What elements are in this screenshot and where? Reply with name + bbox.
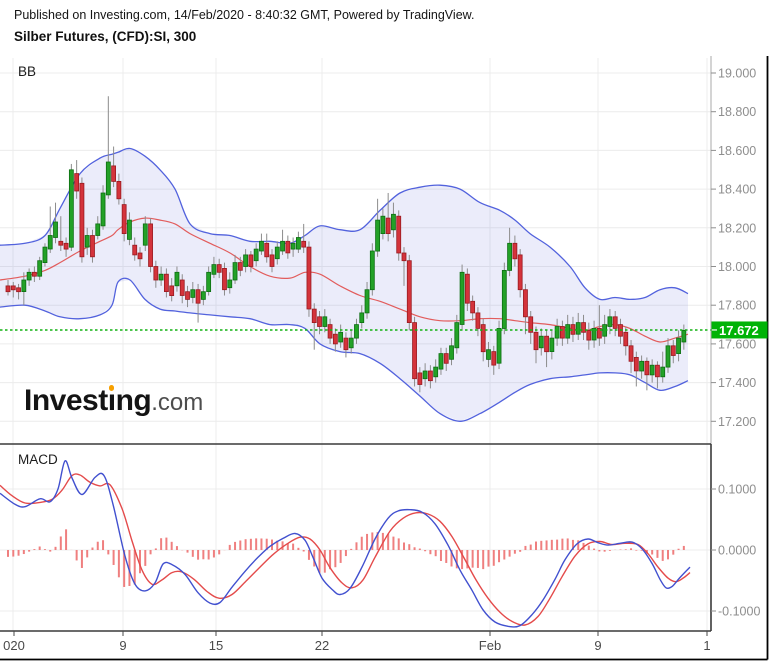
svg-text:18.200: 18.200 <box>718 221 756 235</box>
svg-text:17.600: 17.600 <box>718 337 756 351</box>
svg-text:0.0000: 0.0000 <box>718 544 756 558</box>
svg-text:15: 15 <box>209 638 223 653</box>
macd-main-line <box>0 460 691 628</box>
svg-text:-0.1000: -0.1000 <box>718 605 760 619</box>
svg-text:17.672: 17.672 <box>719 323 759 338</box>
price-axis-labels: 19.000 18.800 18.600 18.400 18.200 18.000 17.8… <box>711 67 760 619</box>
svg-text:22: 22 <box>315 638 329 653</box>
svg-text:Feb: Feb <box>479 638 501 653</box>
logo-suffix: .com <box>151 389 204 416</box>
svg-text:0.1000: 0.1000 <box>718 483 756 497</box>
svg-text:9: 9 <box>119 638 126 653</box>
bb-lower-line <box>0 277 689 422</box>
chart-title: Silber Futures, (CFD):SI, 300 <box>14 29 197 44</box>
svg-text:9: 9 <box>594 638 601 653</box>
svg-text:020: 020 <box>3 638 25 653</box>
published-line: Published on Investing.com, 14/Feb/2020 … <box>14 8 475 22</box>
bb-middle-line <box>0 217 689 343</box>
bb-label: BB <box>18 64 36 79</box>
svg-text:1: 1 <box>703 638 710 653</box>
logo-i-dot: ı <box>107 384 116 417</box>
logo-text: Investıng <box>24 384 152 417</box>
svg-text:19.000: 19.000 <box>718 67 756 81</box>
svg-text:18.400: 18.400 <box>718 183 756 197</box>
bollinger-band <box>0 147 689 422</box>
bb-upper-line <box>0 147 689 301</box>
svg-text:17.400: 17.400 <box>718 376 756 390</box>
candles-layer <box>5 96 687 393</box>
svg-text:18.000: 18.000 <box>718 260 756 274</box>
time-axis-labels: 020 9 15 22 Feb 9 1 <box>3 631 711 653</box>
svg-text:18.800: 18.800 <box>718 105 756 119</box>
investing-logo: Investıng.com <box>24 384 203 418</box>
svg-text:18.600: 18.600 <box>718 144 756 158</box>
axes <box>0 56 769 661</box>
gridlines <box>0 58 711 631</box>
macd-signal-line <box>0 473 691 626</box>
svg-text:17.200: 17.200 <box>718 415 756 429</box>
macd-pane <box>0 460 691 628</box>
macd-histogram <box>7 529 685 587</box>
macd-label: MACD <box>18 452 58 467</box>
svg-text:17.800: 17.800 <box>718 299 756 313</box>
last-price-tag: 17.672 <box>711 321 768 339</box>
